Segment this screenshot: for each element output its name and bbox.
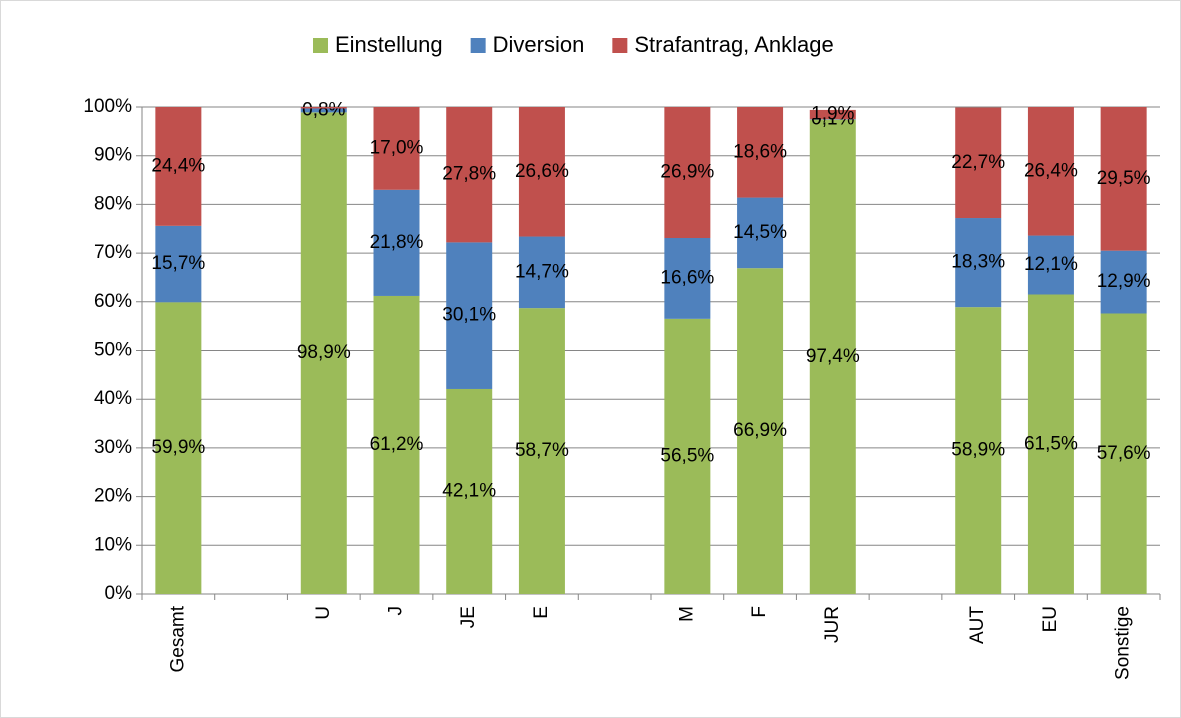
bar-segment <box>155 302 202 594</box>
bar-segment <box>155 225 202 303</box>
bar-segment <box>809 119 856 595</box>
data-label: 59,9% <box>151 437 205 458</box>
x-tick-label: EU <box>1040 606 1061 632</box>
legend-label: Einstellung <box>335 32 443 57</box>
y-tick-label: 20% <box>94 486 132 507</box>
data-label: 98,9% <box>297 342 351 363</box>
bar-segment <box>955 218 1002 308</box>
data-label: 97,4% <box>806 346 860 367</box>
data-label: 17,0% <box>370 137 424 158</box>
data-label: 26,6% <box>515 161 569 182</box>
bar-segment <box>446 388 493 594</box>
data-label: 21,8% <box>370 232 424 253</box>
data-label: 12,1% <box>1024 254 1078 275</box>
x-tick-label: M <box>676 606 697 622</box>
bar-segment <box>737 197 784 269</box>
x-tick-label: E <box>531 606 552 619</box>
bar-segment <box>446 107 493 243</box>
y-tick-label: 100% <box>83 96 132 117</box>
bar-segment <box>446 242 493 389</box>
legend-label: Strafantrag, Anklage <box>634 32 833 57</box>
data-label: 26,4% <box>1024 160 1078 181</box>
bar-segment <box>809 109 856 120</box>
bar-segment <box>1100 250 1147 314</box>
data-label: 66,9% <box>733 420 787 441</box>
bar-segment <box>664 238 711 319</box>
x-tick-label: JE <box>458 606 479 628</box>
bar-segment <box>155 107 202 226</box>
data-label: 26,9% <box>660 162 714 183</box>
data-label: 58,9% <box>951 440 1005 461</box>
data-label: 27,8% <box>442 164 496 185</box>
bar-segment <box>373 107 420 190</box>
bar-segment <box>300 108 347 113</box>
bar-segment <box>1100 107 1147 251</box>
bar-segment <box>300 107 347 109</box>
legend-swatch <box>470 38 486 53</box>
x-tick-label: Sonstige <box>1113 606 1134 680</box>
y-tick-label: 40% <box>94 388 132 409</box>
data-label: 58,7% <box>515 440 569 461</box>
bar-segment <box>373 189 420 296</box>
data-label: 15,7% <box>151 253 205 274</box>
bar-segment <box>955 107 1002 219</box>
bar-segment <box>737 268 784 594</box>
legend-swatch <box>313 38 328 53</box>
y-tick-label: 80% <box>94 193 132 214</box>
x-tick-label: F <box>749 606 770 618</box>
y-tick-label: 50% <box>94 340 132 361</box>
data-label: 61,5% <box>1024 433 1078 454</box>
data-label: 30,1% <box>442 305 496 326</box>
bar-segment <box>1100 313 1147 594</box>
bar-segment <box>518 308 565 594</box>
data-label: 12,9% <box>1097 271 1151 292</box>
data-label: 29,5% <box>1097 168 1151 189</box>
bar-segment <box>737 107 784 198</box>
data-label: 61,2% <box>370 434 424 455</box>
data-label: 18,6% <box>733 141 787 162</box>
bar-segment <box>518 107 565 237</box>
x-tick-label: U <box>313 606 334 620</box>
data-label: 14,7% <box>515 261 569 282</box>
y-tick-label: 90% <box>94 145 132 166</box>
y-tick-label: 60% <box>94 291 132 312</box>
legend-label: Diversion <box>493 32 585 57</box>
bar-segment <box>664 318 711 594</box>
data-label: 18,3% <box>951 252 1005 273</box>
y-tick-label: 0% <box>105 583 133 604</box>
x-tick-label: AUT <box>967 606 988 644</box>
legend-swatch <box>612 38 628 53</box>
bar-segment <box>1027 107 1074 236</box>
data-label: 1,9% <box>811 104 854 125</box>
bar-segment <box>1027 235 1074 295</box>
data-label: 0,8% <box>302 99 345 120</box>
data-label: 57,6% <box>1097 443 1151 464</box>
bar-segment <box>1027 294 1074 594</box>
data-label: 14,5% <box>733 222 787 243</box>
data-label: 56,5% <box>660 445 714 466</box>
bar-segment <box>518 236 565 309</box>
data-label: 24,4% <box>151 155 205 176</box>
bar-segment <box>664 107 711 239</box>
x-tick-label: JUR <box>822 606 843 643</box>
data-label: 42,1% <box>442 481 496 502</box>
y-tick-label: 10% <box>94 534 132 555</box>
bar-segment <box>300 112 347 595</box>
data-label: 22,7% <box>951 152 1005 173</box>
x-tick-label: J <box>386 606 407 616</box>
y-tick-label: 30% <box>94 437 132 458</box>
bar-segment <box>373 295 420 594</box>
x-tick-label: Gesamt <box>167 605 188 672</box>
y-tick-label: 70% <box>94 242 132 263</box>
bar-segment <box>955 307 1002 594</box>
data-label: 16,6% <box>660 267 714 288</box>
